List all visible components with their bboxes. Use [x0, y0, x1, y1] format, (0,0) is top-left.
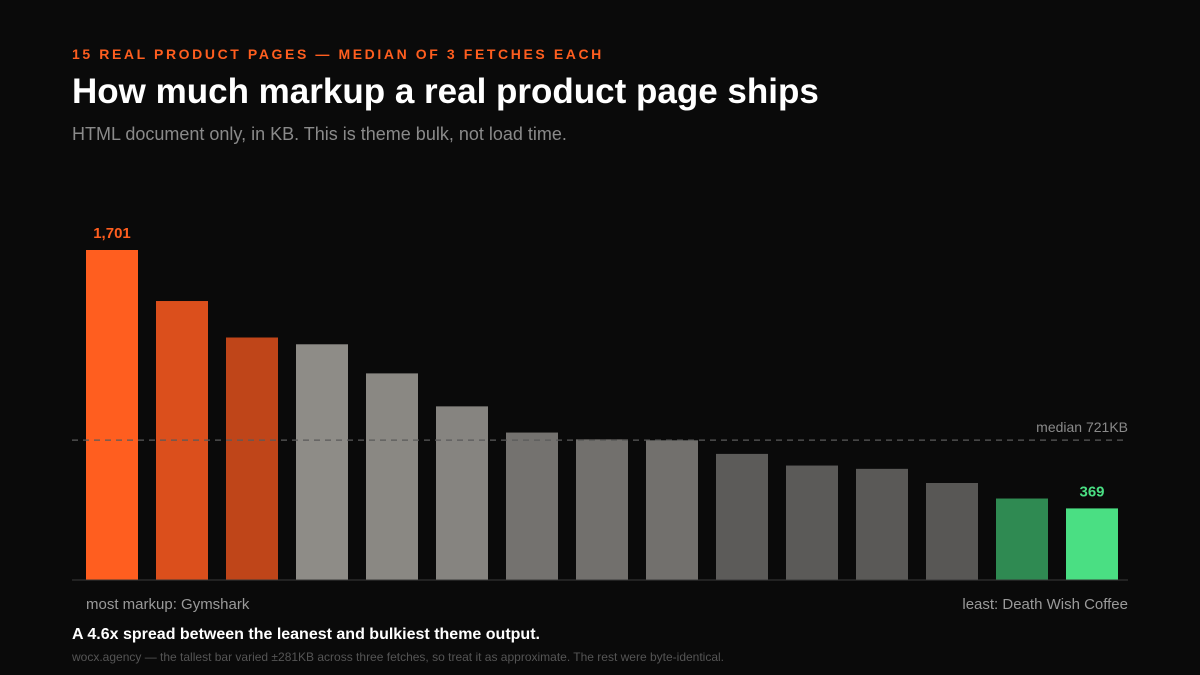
bar-13 [926, 482, 978, 580]
median-label: median 721KB [1036, 419, 1128, 435]
bar-4 [296, 344, 348, 580]
bar-7 [506, 432, 558, 580]
bar-14 [996, 498, 1048, 580]
bars-group [86, 250, 1118, 580]
data-label-bar-1: 1,701 [93, 225, 131, 242]
bar-15 [1066, 508, 1118, 580]
bar-8 [576, 439, 628, 580]
chart-eyebrow: 15 REAL PRODUCT PAGES — MEDIAN OF 3 FETC… [72, 46, 604, 62]
source-note: wocx.agency — the tallest bar varied ±28… [72, 650, 725, 664]
bar-3 [226, 337, 278, 580]
least-markup-label: least: Death Wish Coffee [962, 596, 1128, 613]
bar-6 [436, 406, 488, 580]
most-markup-label: most markup: Gymshark [86, 596, 250, 613]
bar-9 [646, 440, 698, 580]
bar-1 [86, 250, 138, 580]
chart-title: How much markup a real product page ship… [72, 72, 819, 111]
bar-12 [856, 468, 908, 580]
data-labels-group: 1,701 369 [93, 225, 1104, 500]
bar-5 [366, 373, 418, 580]
chart-subtitle: HTML document only, in KB. This is theme… [72, 124, 567, 144]
bar-10 [716, 453, 768, 580]
bar-11 [786, 465, 838, 580]
takeaway-text: A 4.6x spread between the leanest and bu… [72, 626, 540, 643]
data-label-bar-15: 369 [1079, 483, 1104, 500]
